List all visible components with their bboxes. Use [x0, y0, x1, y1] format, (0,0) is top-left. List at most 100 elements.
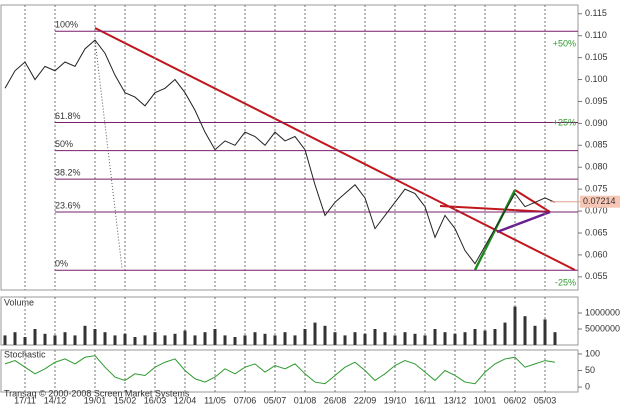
x-tick-label: 11/05 [204, 395, 226, 405]
x-tick-label: 14/12 [44, 395, 67, 405]
y-tick-label: 0.115 [585, 8, 607, 18]
bar [523, 316, 527, 345]
x-tick-label: 16/11 [414, 395, 436, 405]
bar [463, 332, 467, 345]
bar [293, 335, 297, 345]
bar [133, 337, 137, 345]
bar [433, 329, 437, 345]
bar [473, 329, 477, 345]
bar [443, 332, 447, 345]
bar [173, 333, 177, 345]
x-tick-label: 15/02 [114, 395, 137, 405]
series-line [4, 39, 556, 265]
bar [123, 333, 127, 345]
x-tick-label: 05/07 [264, 395, 287, 405]
bar [203, 332, 207, 345]
last-price-box [580, 195, 620, 208]
bar [183, 330, 187, 345]
bar [93, 329, 97, 345]
bar [333, 332, 337, 345]
panel-title: Volume [4, 297, 34, 307]
extension-label: +50% [553, 38, 576, 48]
fib-label: 0% [55, 259, 68, 269]
bar [283, 332, 287, 345]
red-triangle-line [514, 189, 551, 213]
y-tick-label: 0.065 [585, 227, 608, 237]
bar [503, 322, 507, 345]
bar [103, 332, 107, 345]
fib-label: 61.8% [55, 111, 81, 121]
y-tick-label: 0 [585, 381, 590, 391]
bar [213, 329, 217, 345]
x-tick-label: 19/10 [384, 395, 407, 405]
x-tick-label: 06/02 [504, 395, 527, 405]
x-tick-label: 17/11 [14, 395, 36, 405]
y-tick-label: 0.110 [585, 30, 607, 40]
bar [313, 322, 317, 345]
bar [373, 329, 377, 345]
bar [413, 333, 417, 345]
x-tick-label: 13/12 [444, 395, 467, 405]
bar [543, 319, 547, 345]
bar [143, 335, 147, 345]
bar [193, 335, 197, 345]
bar [153, 332, 157, 345]
x-tick-label: 01/08 [294, 395, 317, 405]
y-tick-label: 0.075 [585, 184, 608, 194]
x-tick-label: 19/01 [84, 395, 107, 405]
bar [113, 335, 117, 345]
fib-label: 100% [55, 20, 78, 30]
y-tick-label: 0.100 [585, 74, 608, 84]
bar [453, 333, 457, 345]
y-tick-label: 0.105 [585, 52, 608, 62]
fib-label: 50% [55, 139, 73, 149]
bar [553, 332, 557, 345]
price-panel [0, 4, 579, 291]
y-tick-label: 0.095 [585, 96, 608, 106]
y-tick-label: 0.060 [585, 249, 608, 259]
bar [223, 335, 227, 345]
bar [3, 335, 7, 345]
x-tick-label: 05/03 [534, 395, 557, 405]
last-price-label: 0.07214 [583, 196, 616, 206]
red-triangle-line [439, 205, 551, 213]
bar [273, 335, 277, 345]
bar [73, 335, 77, 345]
bar [343, 335, 347, 345]
bar [533, 325, 537, 345]
bar [303, 329, 307, 345]
bar [513, 306, 517, 345]
bar [33, 329, 37, 345]
x-tick-label: 16/03 [144, 395, 167, 405]
extension-label: +25% [553, 117, 576, 127]
bar [23, 337, 27, 345]
purple-line [496, 210, 551, 234]
bar [13, 332, 17, 345]
x-tick-label: 26/08 [324, 395, 347, 405]
bar [253, 332, 257, 345]
footer: Transaq © 2000-2008 Screen Market System… [4, 388, 190, 398]
bar [493, 329, 497, 345]
volume-panel [0, 296, 579, 346]
bar [53, 335, 57, 345]
extension-label: -25% [555, 277, 576, 287]
bar [163, 335, 167, 345]
x-tick-label: 07/06 [234, 395, 257, 405]
green-line [473, 189, 517, 271]
bar [483, 330, 487, 345]
dotted-trend [94, 39, 123, 269]
bar [243, 335, 247, 345]
y-tick-label: 0.090 [585, 118, 608, 128]
bar [423, 335, 427, 345]
x-tick-label: 22/09 [354, 395, 377, 405]
y-tick-label: 100 [585, 348, 600, 358]
bar [403, 332, 407, 345]
y-tick-label: 50 [585, 365, 595, 375]
bar [43, 333, 47, 345]
bar [323, 325, 327, 345]
series-line [4, 355, 556, 385]
y-tick-label: 5000000 [585, 323, 620, 333]
bar [83, 325, 87, 345]
bar [353, 332, 357, 345]
